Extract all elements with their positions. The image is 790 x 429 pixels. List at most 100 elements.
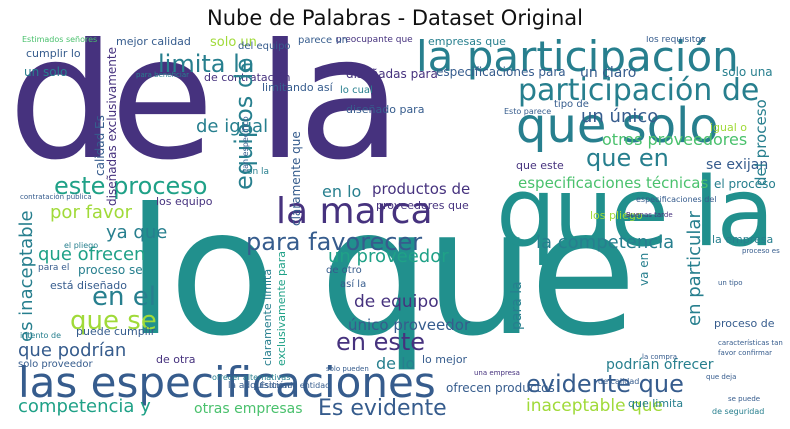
word: proceso se bbox=[78, 263, 143, 277]
word: proceso de bbox=[714, 317, 775, 330]
word: un proveedor bbox=[328, 246, 449, 267]
word: con la bbox=[242, 167, 270, 177]
word: así la bbox=[340, 279, 367, 290]
word: que en bbox=[586, 144, 669, 172]
word: de otra bbox=[156, 353, 196, 366]
word: características tan bbox=[718, 339, 783, 347]
word: otras empresas bbox=[194, 401, 303, 417]
word: el proceso bbox=[714, 177, 776, 191]
word: puede cumplir bbox=[76, 325, 156, 338]
word: que solo bbox=[516, 98, 719, 154]
word: limita la bbox=[158, 50, 255, 78]
word: diseñado para bbox=[346, 103, 425, 116]
word: especificaciones para bbox=[436, 65, 566, 79]
word: de calidad bbox=[598, 377, 640, 386]
chart-title: Nube de Palabras - Dataset Original bbox=[207, 6, 583, 30]
word: de igual bbox=[196, 116, 269, 137]
word: inaceptable que bbox=[526, 396, 663, 416]
word: participación de bbox=[518, 73, 760, 108]
word: Estimada entidad bbox=[260, 381, 331, 390]
word: productos de bbox=[372, 180, 471, 198]
word: cumplir lo bbox=[26, 47, 81, 60]
word: ofrecer alternativas bbox=[212, 373, 291, 382]
word: especificaciones del bbox=[636, 195, 717, 204]
word: en lo bbox=[322, 182, 362, 201]
word: tan específico bbox=[241, 116, 250, 172]
word: para el bbox=[38, 263, 70, 273]
word: se puede bbox=[728, 395, 761, 403]
word: otros proveedores bbox=[602, 130, 748, 149]
word: Esto parece bbox=[504, 107, 552, 116]
word: en el bbox=[92, 282, 156, 312]
word: la participación bbox=[416, 36, 739, 81]
word: favor confirmar bbox=[718, 349, 773, 357]
word: que limita bbox=[628, 397, 684, 410]
word: de equipo bbox=[354, 292, 439, 312]
word: único proveedor bbox=[348, 316, 471, 334]
word: un único bbox=[581, 106, 659, 127]
word: parece un bbox=[298, 36, 349, 46]
word: Buenas tarde bbox=[626, 211, 673, 219]
word: preocupante que bbox=[336, 36, 413, 45]
word: podrían ofrecer bbox=[606, 357, 714, 373]
word: igual o bbox=[710, 121, 748, 134]
word: solo pueden bbox=[326, 365, 369, 373]
word: diseñadas para bbox=[346, 67, 438, 81]
word: los equipo bbox=[156, 195, 213, 208]
word: para beneficiar bbox=[136, 71, 189, 79]
word: que ofrecen bbox=[38, 244, 146, 265]
word: que la bbox=[496, 158, 775, 268]
word: la empresa bbox=[712, 233, 774, 246]
word: lo que bbox=[126, 172, 637, 375]
word: contratación pública bbox=[20, 193, 92, 201]
word: de contratación bbox=[204, 71, 291, 84]
word: las especificaciones bbox=[18, 358, 436, 407]
word: Es evidente bbox=[318, 396, 447, 421]
word: del proceso bbox=[752, 99, 770, 186]
word: proceso es bbox=[742, 247, 780, 255]
word: limitando así bbox=[262, 81, 333, 94]
word: tipo de bbox=[554, 99, 589, 110]
word: un tipo bbox=[718, 279, 743, 287]
word: una empresa bbox=[474, 369, 520, 377]
word: de lo bbox=[376, 354, 416, 373]
word: competencia y bbox=[18, 396, 151, 417]
word: de que bbox=[320, 65, 348, 74]
word: los requisitos bbox=[646, 36, 706, 45]
word: de seguridad bbox=[712, 407, 765, 416]
word: un solo bbox=[24, 65, 68, 79]
word: solo una bbox=[722, 65, 773, 79]
word: que se bbox=[70, 306, 157, 336]
word: intento de bbox=[20, 331, 61, 340]
word: exclusivamente para bbox=[275, 250, 288, 366]
word: del equipo bbox=[238, 41, 291, 52]
word: que deja bbox=[706, 373, 737, 381]
word: es inaceptable bbox=[16, 210, 37, 342]
word: el pliego bbox=[64, 241, 99, 250]
word: la compra bbox=[642, 353, 678, 361]
word: especificaciones técnicas bbox=[518, 174, 709, 192]
word-cloud: de la lo que que la la participación par… bbox=[6, 36, 784, 425]
word: Estimados señores bbox=[22, 36, 98, 44]
word: solo proveedor bbox=[18, 359, 93, 370]
word: que este bbox=[516, 159, 564, 172]
word: de la bbox=[8, 36, 402, 198]
word: solo un bbox=[210, 36, 257, 50]
word: empresas que bbox=[428, 36, 506, 48]
word: este proceso bbox=[54, 172, 208, 200]
word: diseñadas exclusivamente bbox=[105, 47, 119, 206]
word: está diseñado bbox=[50, 279, 128, 292]
word: por favor bbox=[50, 202, 132, 223]
word: claramente que bbox=[289, 131, 303, 226]
word: se exijan bbox=[706, 157, 769, 173]
word: mejor calidad bbox=[116, 36, 191, 48]
word: los pliego bbox=[590, 209, 643, 222]
word: ofrecen productos bbox=[446, 381, 555, 395]
word: para la bbox=[509, 281, 525, 330]
word: va en bbox=[637, 252, 651, 286]
word: la adquisición bbox=[228, 381, 290, 391]
word: evidente que bbox=[526, 370, 684, 398]
word: claramente limita bbox=[261, 268, 274, 366]
word: la marca bbox=[276, 191, 433, 232]
word: en este bbox=[336, 328, 426, 356]
